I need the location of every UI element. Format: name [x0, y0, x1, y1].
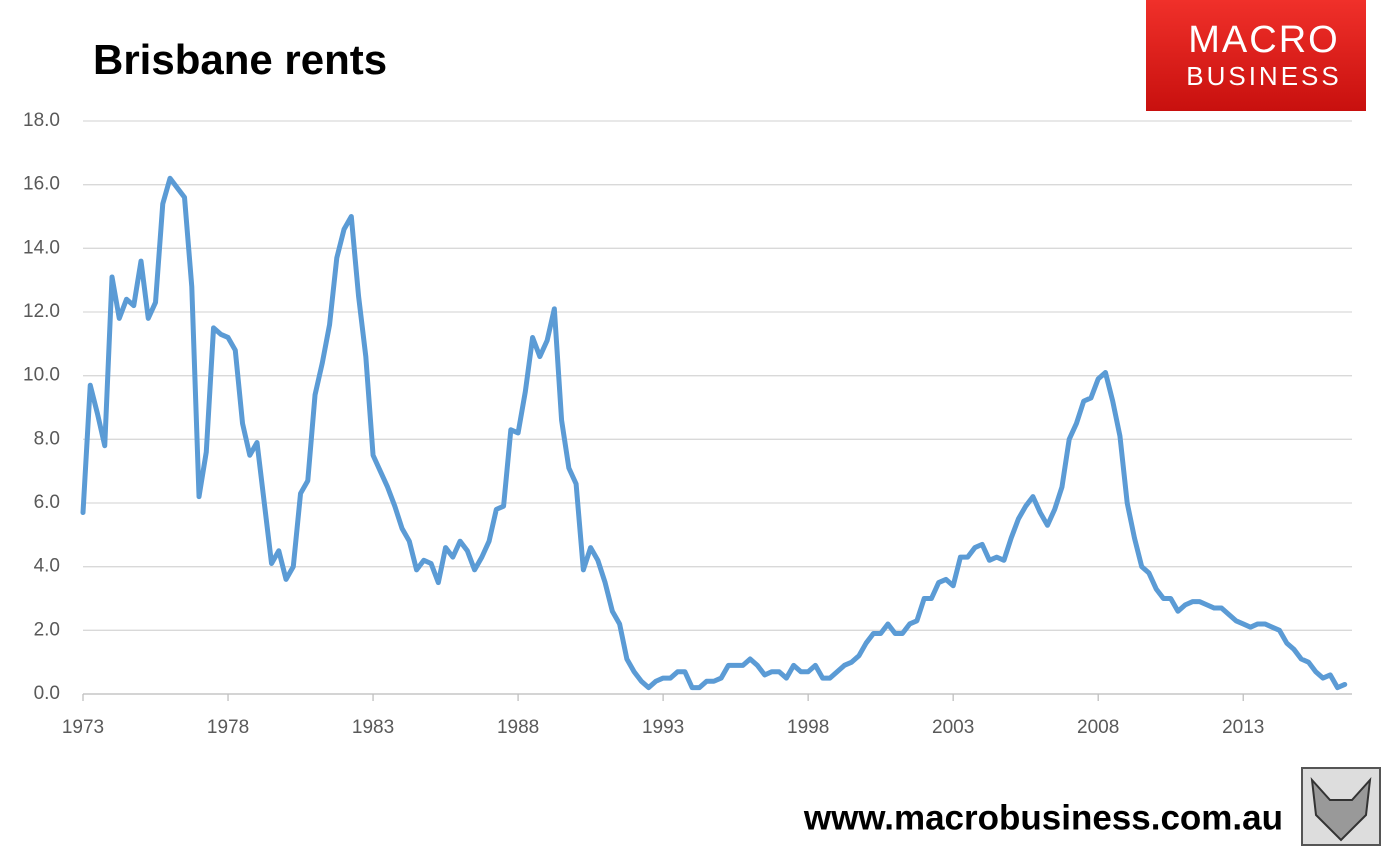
- x-tick-label: 2013: [1222, 717, 1264, 738]
- y-tick-label: 0.0: [34, 683, 60, 704]
- y-tick-label: 4.0: [34, 556, 60, 577]
- logo-box: [1146, 0, 1366, 111]
- x-tick-label: 2003: [932, 717, 974, 738]
- y-tick-label: 12.0: [23, 301, 60, 322]
- site-url: www.macrobusiness.com.au: [803, 798, 1283, 837]
- logo-top: MACRO: [1188, 19, 1339, 61]
- x-tick-label: 1973: [62, 717, 104, 738]
- y-tick-label: 16.0: [23, 174, 60, 195]
- chart-title: Brisbane rents: [93, 36, 387, 83]
- x-tick-label: 1978: [207, 717, 249, 738]
- y-tick-label: 10.0: [23, 365, 60, 386]
- x-tick-label: 1998: [787, 717, 829, 738]
- logo-bottom: BUSINESS: [1186, 61, 1342, 91]
- fox-face: [1310, 777, 1372, 842]
- y-tick-label: 8.0: [34, 428, 60, 449]
- x-tick-label: 1993: [642, 717, 684, 738]
- y-tick-label: 2.0: [34, 619, 60, 640]
- y-tick-label: 18.0: [23, 110, 60, 131]
- x-tick-label: 2008: [1077, 717, 1119, 738]
- x-tick-label: 1988: [497, 717, 539, 738]
- y-tick-label: 6.0: [34, 492, 60, 513]
- x-tick-label: 1983: [352, 717, 394, 738]
- data-line: [80, 175, 1348, 691]
- y-tick-label: 14.0: [23, 237, 60, 258]
- plot-area: 0.0 2.0 4.0 6.0 8.0 10.0 12.0 14.0 16.0 18.0 1973 1…: [23, 110, 1352, 738]
